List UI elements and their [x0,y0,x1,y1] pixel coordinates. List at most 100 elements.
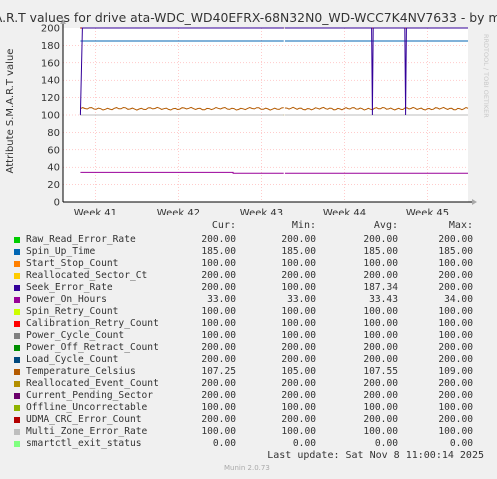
legend-value-min: 100.00 [281,330,316,341]
series-line-seek-error-rate [79,27,284,116]
legend-row: Spin_Retry_Count 100.00 100.00 100.00 100.00 [0,306,497,318]
legend-swatch [14,297,20,303]
x-tick-label: Week 45 [406,208,449,215]
legend-series-name: UDMA_CRC_Error_Count [26,414,142,425]
y-tick-label: 180 [41,41,60,52]
legend-row: Power_Cycle_Count 100.00 100.00 100.00 100.0… [0,330,497,342]
munin-version: Munin 2.0.73 [224,464,270,472]
legend-series-name: Current_Pending_Sector [26,390,154,401]
legend-value-cur: 107.25 [201,366,236,377]
legend-value-min: 100.00 [281,402,316,413]
legend-row: Start_Stop_Count 100.00 100.00 100.00 100.00 [0,258,497,270]
legend-row: Power_Off_Retract_Count 200.00 200.00 200.0… [0,342,497,354]
legend-value-min: 200.00 [281,234,316,245]
y-tick-label: 60 [47,145,60,156]
y-tick-label: 20 [47,180,60,191]
series-line-temperature-celsius [284,106,469,111]
legend-row: UDMA_CRC_Error_Count 200.00 200.00 200.00 20… [0,414,497,426]
legend-row: Offline_Uncorrectable 100.00 100.00 100.00 1… [0,402,497,414]
legend-value-min: 100.00 [281,282,316,293]
legend-header-cur: Cur: [211,220,236,231]
legend-value-cur: 200.00 [201,342,236,353]
legend-value-avg: 100.00 [363,402,398,413]
legend-row: Current_Pending_Sector 200.00 200.00 200.00… [0,390,497,402]
legend-value-min: 200.00 [281,270,316,281]
legend-row: Temperature_Celsius 107.25 105.00 107.55 109… [0,366,497,378]
legend-series-name: Temperature_Celsius [26,366,136,377]
rrdtool-watermark: RRDTOOL / TOBI OETIKER [482,34,490,118]
legend-header-max: Max: [448,220,473,231]
legend-value-cur: 185.00 [201,246,236,257]
legend-value-max: 100.00 [438,402,473,413]
y-tick-label: 100 [41,111,60,122]
legend-value-min: 200.00 [281,390,316,401]
x-tick-label: Week 43 [240,208,283,215]
legend-value-cur: 200.00 [201,390,236,401]
legend-series-name: Power_Off_Retract_Count [26,342,159,353]
legend-value-cur: 200.00 [201,414,236,425]
legend-value-max: 100.00 [438,426,473,437]
legend-swatch [14,249,20,255]
legend-value-avg: 200.00 [363,342,398,353]
legend-series-name: Power_On_Hours [26,294,107,305]
legend-value-max: 200.00 [438,414,473,425]
legend-value-avg: 107.55 [363,366,398,377]
legend-value-cur: 100.00 [201,426,236,437]
legend-value-min: 100.00 [281,258,316,269]
legend-row: Spin_Up_Time 185.00 185.00 185.00 185.00 [0,246,497,258]
legend-series-name: Reallocated_Event_Count [26,378,159,389]
legend-value-max: 100.00 [438,318,473,329]
legend-series-name: Reallocated_Sector_Ct [26,270,148,281]
y-tick-label: 80 [47,128,60,139]
legend-swatch [14,417,20,423]
chart-title: S.M.A.R.T values for drive ata-WDC_WD40E… [0,10,497,25]
legend-value-avg: 200.00 [363,414,398,425]
legend-header-min: Min: [291,220,316,231]
legend-row: Calibration_Retry_Count 100.00 100.00 100.0… [0,318,497,330]
legend-series-name: smartctl_exit_status [26,438,142,449]
legend-value-avg: 100.00 [363,306,398,317]
legend-value-avg: 200.00 [363,390,398,401]
legend-series-name: Multi_Zone_Error_Rate [26,426,148,437]
legend-value-cur: 33.00 [207,294,236,305]
legend-swatch [14,333,20,339]
legend-value-max: 200.00 [438,270,473,281]
legend-series-name: Offline_Uncorrectable [26,402,148,413]
y-axis-arrow [60,19,66,24]
legend-value-cur: 200.00 [201,282,236,293]
legend-swatch [14,321,20,327]
legend-value-cur: 100.00 [201,402,236,413]
legend-value-min: 100.00 [281,318,316,329]
legend-value-min: 200.00 [281,354,316,365]
legend-value-max: 0.00 [449,438,473,449]
legend-series-name: Calibration_Retry_Count [26,318,159,329]
legend-value-avg: 100.00 [363,330,398,341]
legend-row: Power_On_Hours 33.00 33.00 33.43 34.00 [0,294,497,306]
legend-value-max: 200.00 [438,342,473,353]
legend-row: Multi_Zone_Error_Rate 100.00 100.00 100.00 1… [0,426,497,438]
legend-value-min: 105.00 [281,366,316,377]
legend-value-avg: 187.34 [363,282,398,293]
legend-value-avg: 200.00 [363,354,398,365]
legend-value-avg: 100.00 [363,426,398,437]
x-tick-label: Week 41 [74,208,117,215]
legend-value-avg: 200.00 [363,270,398,281]
y-tick-label: 40 [47,163,60,174]
legend-series-name: Spin_Retry_Count [26,306,119,317]
legend-value-cur: 200.00 [201,354,236,365]
legend-value-max: 200.00 [438,378,473,389]
legend-row: smartctl_exit_status 0.00 0.00 0.00 0.00 [0,438,497,450]
legend-value-min: 200.00 [281,378,316,389]
legend-series-name: Raw_Read_Error_Rate [26,234,136,245]
legend-value-max: 100.00 [438,258,473,269]
legend-value-max: 34.00 [444,294,473,305]
legend-value-cur: 0.00 [212,438,236,449]
legend-value-cur: 100.00 [201,258,236,269]
legend-swatch [14,369,20,375]
legend-row: Load_Cycle_Count 200.00 200.00 200.00 200.00 [0,354,497,366]
legend-value-cur: 100.00 [201,306,236,317]
legend-value-min: 0.00 [292,438,316,449]
y-tick-label: 0 [54,198,60,209]
last-update-text: Last update: Sat Nov 8 11:00:14 2025 [267,450,484,461]
legend-value-avg: 200.00 [363,234,398,245]
